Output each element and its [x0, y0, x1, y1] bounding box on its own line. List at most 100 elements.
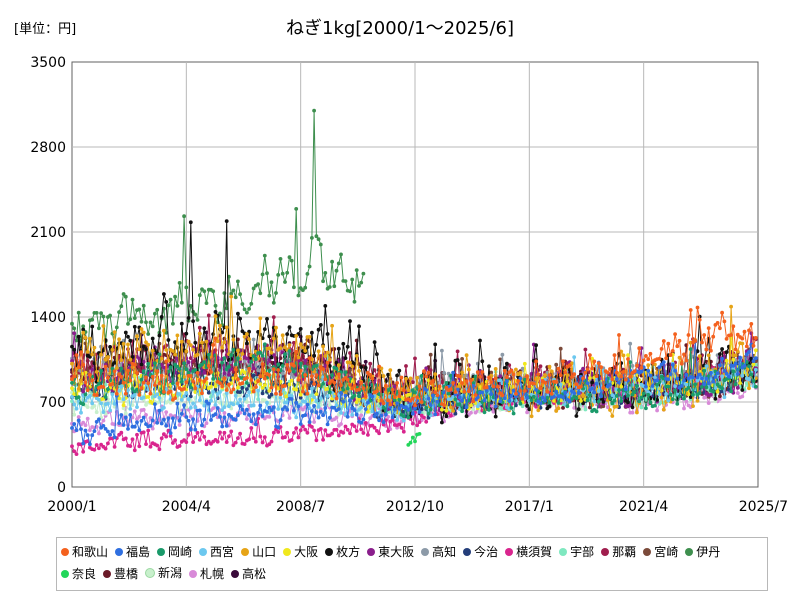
data-point [251, 286, 256, 291]
data-point [397, 422, 402, 427]
data-point [195, 430, 200, 435]
data-point [121, 397, 126, 402]
data-point [269, 350, 274, 355]
data-point [287, 416, 292, 420]
data-point [520, 366, 525, 371]
data-point [440, 407, 444, 412]
data-point [222, 291, 227, 295]
y-tick-label: 0 [57, 480, 66, 496]
data-point [359, 413, 364, 417]
data-point [442, 371, 446, 375]
data-point [211, 376, 216, 381]
data-point [428, 352, 433, 357]
data-point [738, 381, 742, 385]
data-point [608, 408, 612, 412]
data-point [720, 347, 724, 351]
data-point [372, 368, 377, 373]
data-point [222, 356, 227, 361]
data-point [417, 432, 422, 436]
data-point [135, 417, 139, 421]
data-point [242, 307, 247, 312]
data-point [588, 405, 592, 410]
data-point [117, 310, 121, 314]
data-point [97, 397, 101, 402]
data-point [354, 354, 359, 358]
data-point [121, 342, 126, 346]
data-point [155, 443, 160, 448]
data-point [260, 272, 265, 277]
data-point [139, 319, 144, 324]
data-point [460, 409, 464, 414]
data-point [222, 405, 227, 410]
data-point [251, 354, 256, 358]
data-point [747, 377, 751, 382]
data-point [220, 436, 225, 441]
data-point [213, 310, 218, 314]
data-point [354, 400, 359, 404]
data-point [280, 364, 285, 368]
data-point [236, 279, 240, 284]
data-point [292, 431, 296, 435]
data-point [413, 439, 417, 444]
data-point [204, 301, 209, 305]
data-point [298, 327, 303, 331]
data-point [94, 311, 99, 315]
data-point [188, 343, 193, 347]
data-point [227, 365, 231, 369]
data-point [231, 288, 236, 293]
data-point [664, 392, 668, 396]
data-point [164, 348, 169, 352]
data-point [305, 430, 310, 435]
data-point [709, 392, 713, 397]
data-point [482, 410, 487, 415]
data-point [330, 323, 334, 328]
data-point [334, 415, 339, 420]
data-point [318, 323, 323, 327]
data-point [184, 331, 189, 336]
data-point [614, 404, 619, 409]
data-point [200, 340, 204, 345]
data-point [388, 368, 393, 372]
data-point [245, 400, 249, 404]
data-point [576, 407, 581, 412]
data-point [72, 412, 77, 417]
data-point [119, 358, 124, 362]
data-point [626, 400, 630, 405]
data-point [274, 325, 278, 330]
data-point [132, 409, 137, 414]
data-point [359, 427, 364, 432]
data-point [184, 391, 189, 395]
data-point [348, 351, 352, 355]
data-point [229, 294, 234, 299]
data-point [500, 352, 505, 357]
data-point [336, 363, 341, 367]
data-point [735, 391, 740, 395]
data-point [601, 400, 606, 404]
data-point [99, 311, 103, 315]
data-point [294, 334, 299, 338]
y-tick-label: 2800 [30, 140, 66, 156]
data-point [460, 357, 464, 361]
data-point [186, 316, 191, 320]
data-point [112, 445, 117, 449]
data-point [144, 403, 148, 407]
data-point [332, 284, 337, 289]
data-point [197, 331, 202, 336]
data-point [372, 425, 377, 430]
data-point [218, 430, 222, 435]
data-point [684, 399, 689, 404]
data-point [188, 220, 193, 225]
data-point [193, 340, 198, 345]
data-point [363, 365, 368, 370]
data-point [298, 361, 303, 366]
data-point [123, 436, 128, 441]
data-point [401, 418, 406, 423]
data-point [283, 435, 287, 440]
data-point [673, 384, 677, 389]
data-point [278, 395, 283, 400]
data-point [144, 413, 148, 417]
data-point [72, 347, 77, 352]
data-point [274, 291, 278, 295]
data-point [233, 295, 238, 300]
